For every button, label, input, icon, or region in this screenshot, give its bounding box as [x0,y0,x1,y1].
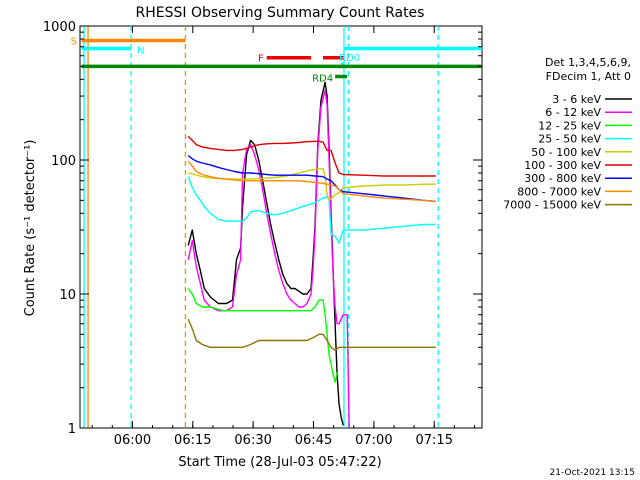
x-tick-label-5: 07:15 [416,433,453,448]
state-label-f: F [258,54,264,65]
legend-header-1: Det 1,3,4,5,6,9, [545,56,631,69]
legend-label-5: 100 - 300 keV [524,159,601,172]
legend-label-2: 12 - 25 keV [538,119,601,132]
state-bars: S N F RD0 RD4 [71,36,482,84]
state-label-rd4: RD4 [312,73,333,84]
state-label-n: N [137,45,144,56]
plot-frame [79,25,483,429]
legend-label-0: 3 - 6 keV [552,93,601,106]
legend-label-6: 300 - 800 keV [524,172,601,185]
state-label-s: S [71,36,77,47]
y-tick-label-1: 10 [59,288,76,303]
y-tick-label-3: 1000 [43,20,76,35]
x-tick-label-0: 06:00 [114,433,151,448]
y-axis-label: Count Rate (s⁻¹ detector⁻¹) [23,140,38,317]
x-tick-label-1: 06:15 [174,433,211,448]
series-line-5 [187,135,436,177]
series-line-8 [187,318,436,351]
y-tick-label-2: 100 [51,154,76,169]
legend-label-1: 6 - 12 keV [545,106,601,119]
x-tick-label-2: 06:30 [234,433,271,448]
series-line-3 [187,176,436,244]
legend-label-8: 7000 - 15000 keV [503,199,601,212]
series-line-7 [187,160,436,203]
legend-label-3: 25 - 50 keV [538,133,601,146]
x-axis-label: Start Time (28-Jul-03 05:47:22) [178,455,381,470]
event-lines [83,26,439,428]
series-line-2 [187,288,338,383]
legend-label-7: 800 - 7000 keV [517,185,601,198]
y-tick-label-0: 1 [68,422,76,437]
axis-ticks: 06:00 06:15 06:30 06:45 07:00 07:15 1 10 100 1000 [43,20,482,448]
state-label-rd0: RD0 [339,53,360,64]
x-tick-label-3: 06:45 [295,433,332,448]
chart-title: RHESSI Observing Summary Count Rates [136,5,425,21]
footer-date: 21-Oct-2021 13:15 [550,468,635,478]
x-tick-label-4: 07:00 [355,433,392,448]
series-line-1 [187,89,350,429]
legend-label-4: 50 - 100 keV [531,146,601,159]
series-line-6 [187,154,436,203]
series-layer [187,81,436,429]
legend-header-2: FDecim 1, Att 0 [546,70,631,83]
series-line-0 [187,81,344,426]
legend: Det 1,3,4,5,6,9, FDecim 1, Att 0 3 - 6 k… [503,56,632,212]
series-line-4 [188,168,436,201]
